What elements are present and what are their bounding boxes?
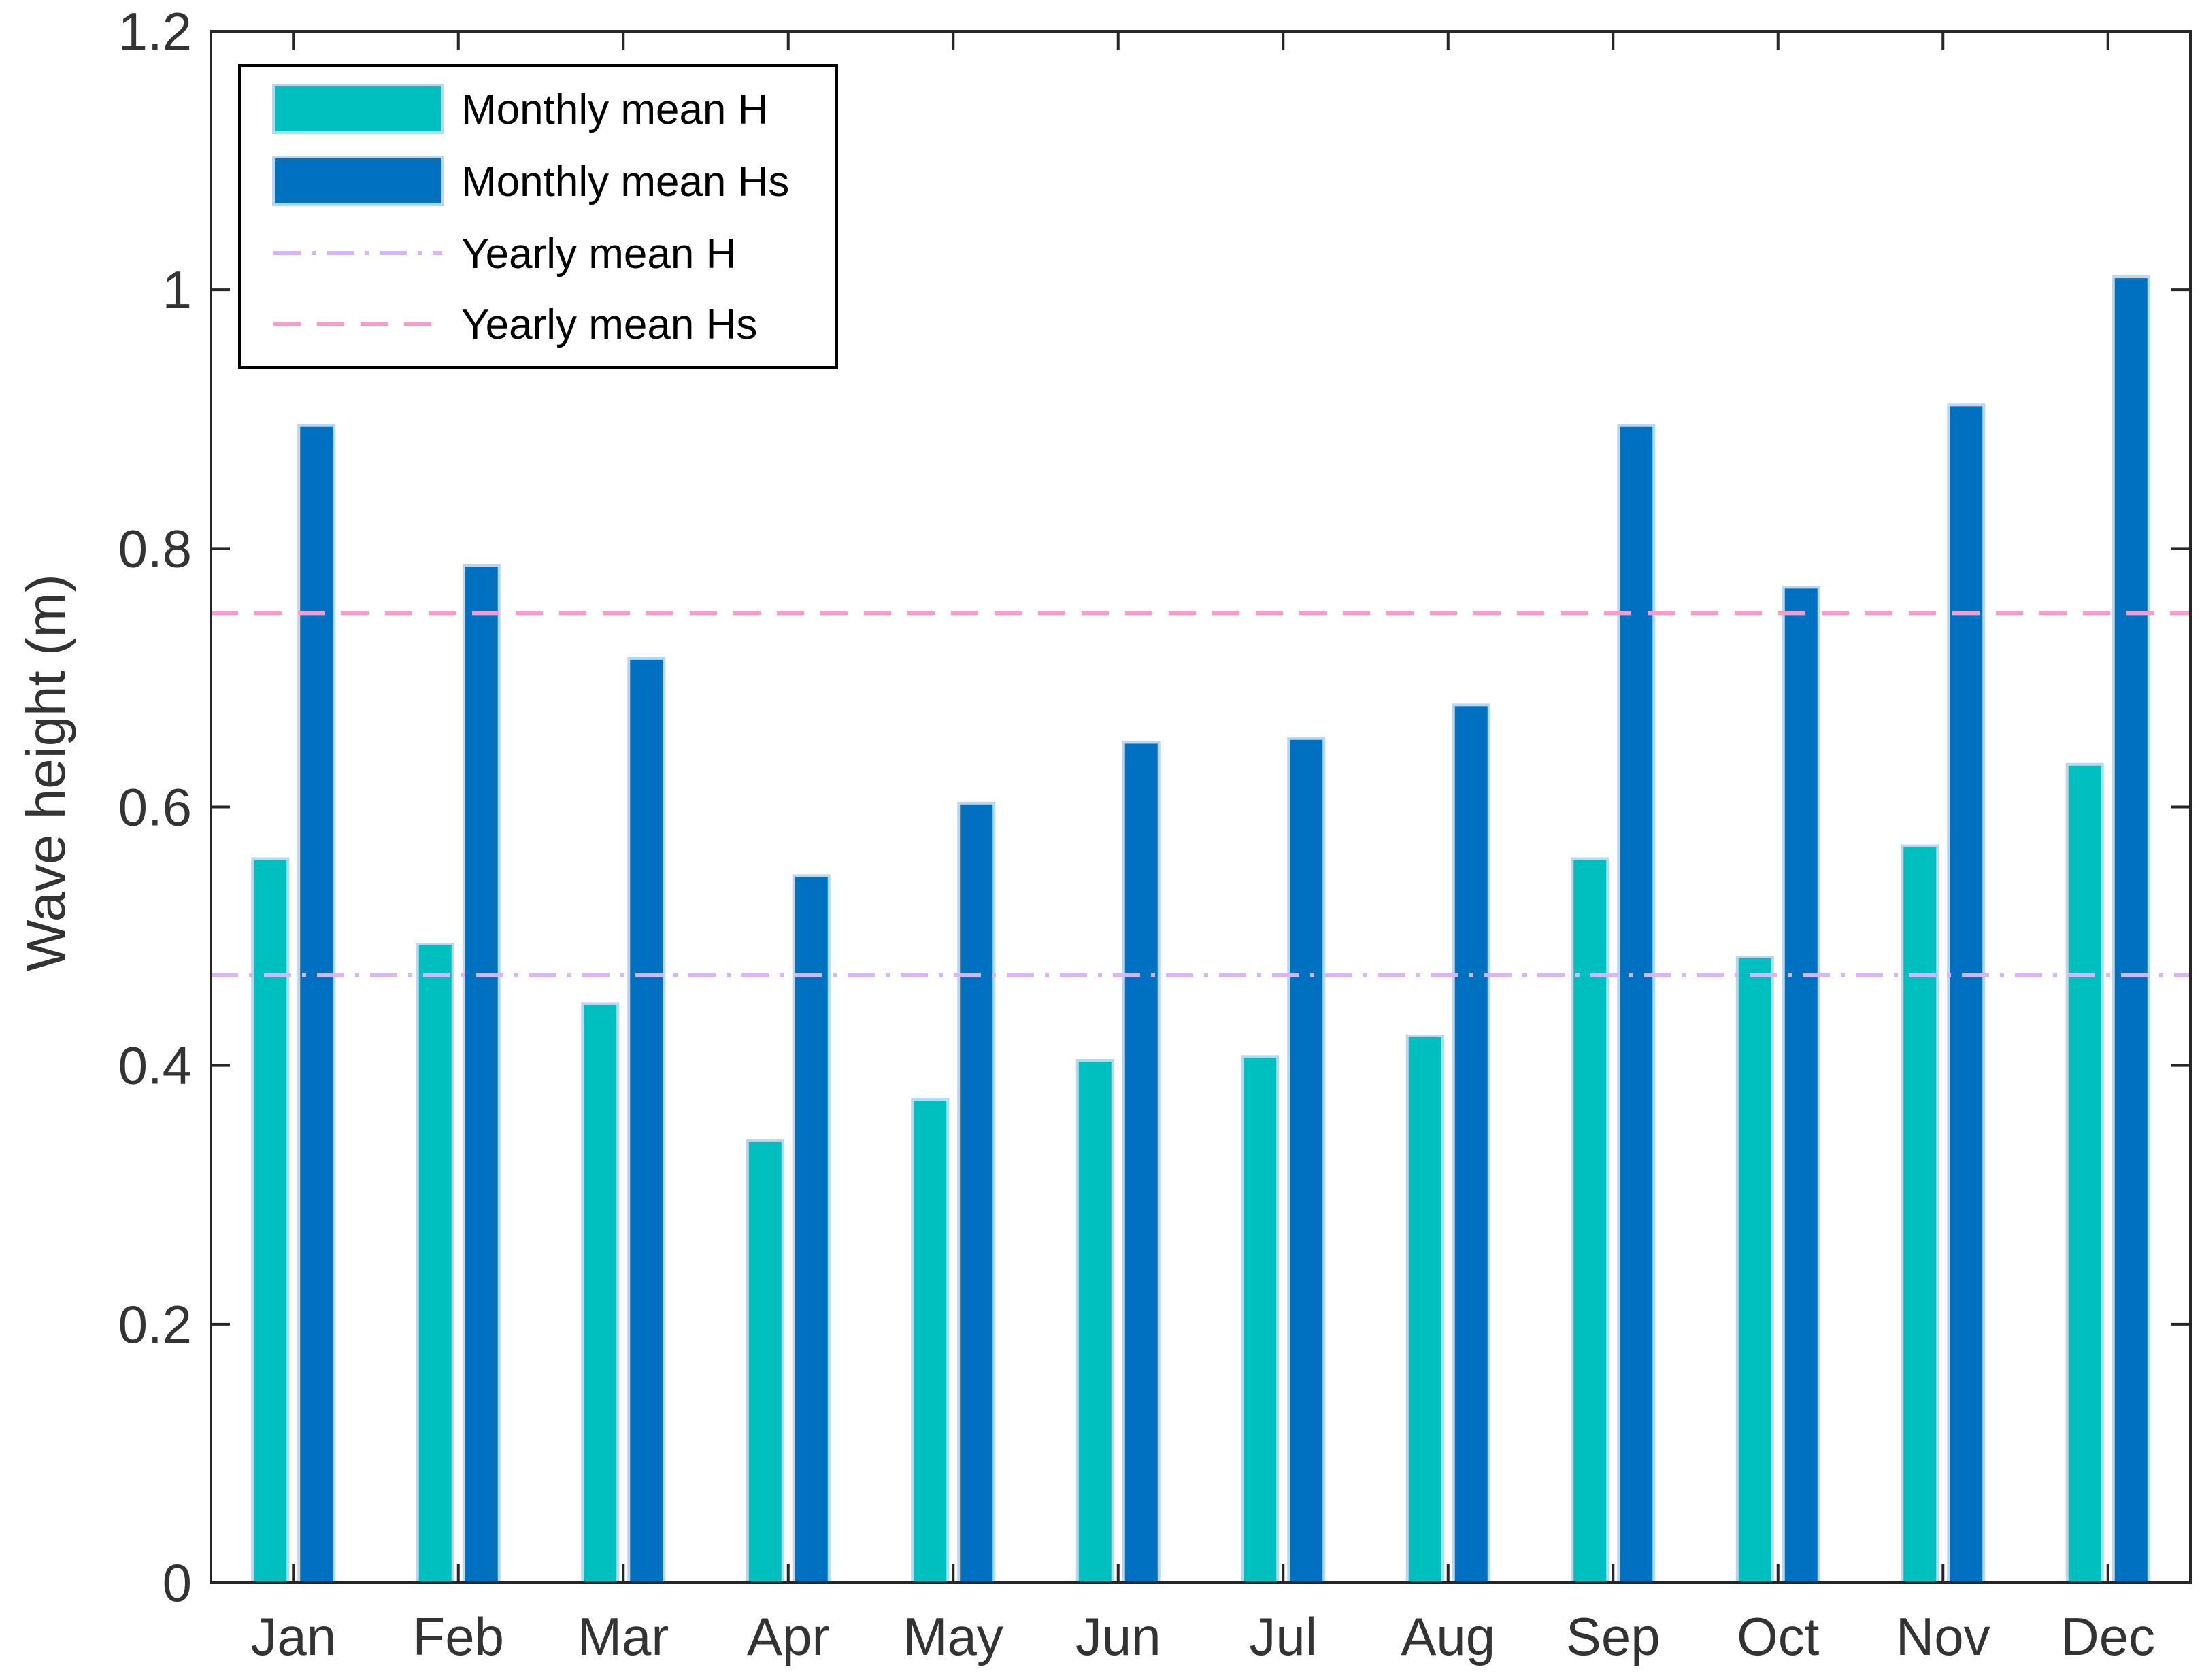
y-tick-label: 0.6 xyxy=(118,777,192,837)
y-axis-title: Wave height (m) xyxy=(16,574,76,971)
x-tick-label: Nov xyxy=(1896,1607,1990,1666)
legend-label-monthly-mean-h: Monthly mean H xyxy=(461,86,768,133)
legend-label-yearly-mean-h: Yearly mean H xyxy=(461,231,736,278)
bar-hs-feb xyxy=(462,564,501,1584)
bar-hs-jun xyxy=(1122,741,1161,1584)
bar-hs-apr xyxy=(792,874,831,1584)
bar-hs-aug xyxy=(1452,703,1490,1584)
bar-h-dec xyxy=(2065,762,2104,1584)
bar-hs-may xyxy=(957,801,996,1584)
y-tick-label: 1.2 xyxy=(118,1,192,61)
bar-hs-jan xyxy=(297,424,336,1584)
x-tick-label: Oct xyxy=(1737,1607,1820,1666)
bar-h-nov xyxy=(1901,844,1939,1584)
bar-h-may xyxy=(911,1098,950,1585)
y-tick-label: 1 xyxy=(163,260,192,320)
x-tick-label: Feb xyxy=(413,1607,504,1666)
y-tick-label: 0.8 xyxy=(118,518,192,578)
bar-h-aug xyxy=(1405,1034,1444,1584)
x-tick-label: Jun xyxy=(1075,1607,1161,1666)
x-tick-label: Jan xyxy=(250,1607,336,1666)
bar-hs-dec xyxy=(2112,275,2150,1584)
x-tick-label: May xyxy=(903,1607,1003,1666)
legend: Monthly mean H Monthly mean Hs Yearly mean… xyxy=(238,64,838,369)
y-tick-label: 0.4 xyxy=(118,1036,192,1096)
bar-hs-nov xyxy=(1947,403,1986,1584)
x-tick-label: Jul xyxy=(1249,1607,1317,1666)
bar-hs-oct xyxy=(1782,586,1820,1585)
bar-h-jan xyxy=(251,857,290,1584)
x-tick-label: Dec xyxy=(2061,1607,2155,1666)
bar-h-sep xyxy=(1571,857,1609,1584)
x-tick-label: Apr xyxy=(747,1607,829,1666)
bars-layer xyxy=(251,275,2150,1585)
bar-hs-mar xyxy=(627,656,666,1584)
bar-h-feb xyxy=(416,942,454,1584)
bar-h-oct xyxy=(1735,955,1774,1585)
bar-h-jul xyxy=(1241,1055,1280,1584)
legend-swatch-monthly-mean-hs xyxy=(272,156,444,206)
bar-h-mar xyxy=(581,1002,620,1584)
y-tick-label: 0.2 xyxy=(118,1294,192,1354)
x-tick-label: Aug xyxy=(1401,1607,1495,1666)
legend-label-yearly-mean-hs: Yearly mean Hs xyxy=(461,301,757,348)
reference-lines-layer xyxy=(211,611,2190,977)
bar-hs-sep xyxy=(1617,424,1656,1584)
bar-h-jun xyxy=(1075,1059,1114,1584)
legend-label-monthly-mean-hs: Monthly mean Hs xyxy=(461,158,789,205)
x-tick-label: Sep xyxy=(1566,1607,1661,1666)
bar-h-apr xyxy=(746,1139,784,1585)
y-tick-label: 0 xyxy=(163,1553,192,1613)
bar-hs-jul xyxy=(1287,737,1326,1584)
legend-swatch-monthly-mean-h xyxy=(272,84,444,134)
x-tick-label: Mar xyxy=(578,1607,669,1666)
ticks-layer: 0 0.2 0.4 0.6 0.8 1 1.2 Jan Feb Mar Apr May Jun Jul Au… xyxy=(118,1,2190,1666)
